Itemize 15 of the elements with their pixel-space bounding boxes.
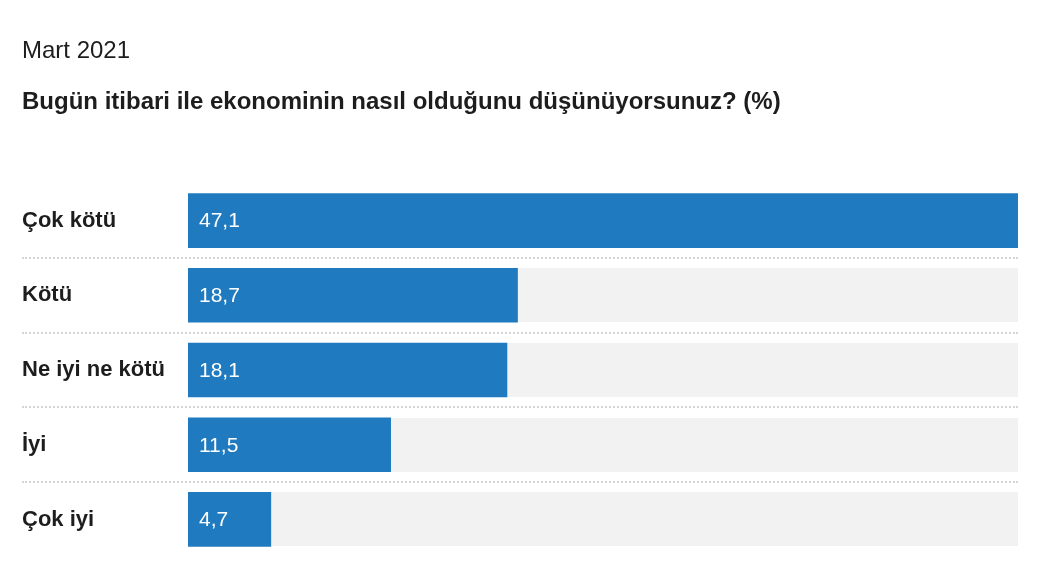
data-label: 4,7 bbox=[199, 507, 229, 531]
data-label: 18,1 bbox=[199, 357, 240, 381]
bar bbox=[188, 417, 391, 473]
y-tick-label: Çok kötü bbox=[22, 206, 117, 232]
bar bbox=[188, 492, 272, 547]
data-label: 47,1 bbox=[199, 208, 240, 232]
bar bbox=[188, 193, 1018, 248]
y-tick-label: Kötü bbox=[22, 281, 73, 307]
y-tick-label: İyi bbox=[22, 430, 47, 456]
data-label: 11,5 bbox=[199, 432, 239, 456]
y-tick-label: Çok iyi bbox=[22, 505, 95, 531]
chart-subtitle: Mart 2021 bbox=[22, 35, 131, 65]
chart-title: Bugün itibari ile ekonominin nasıl olduğunu düşünüyorsunuz? (%) bbox=[22, 86, 781, 116]
y-tick-label: Ne iyi ne kötü bbox=[22, 356, 166, 382]
data-label: 18,7 bbox=[199, 283, 240, 307]
